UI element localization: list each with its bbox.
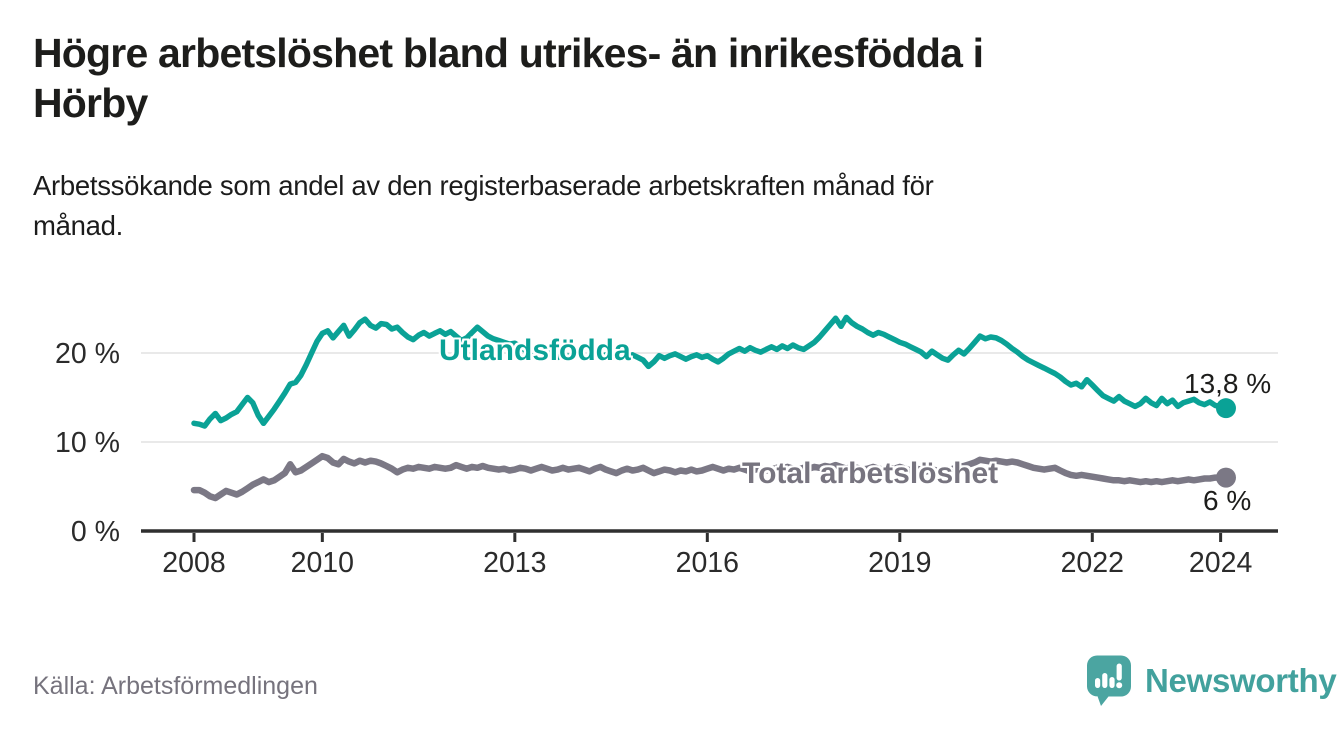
series-end-dot-0 bbox=[1215, 398, 1236, 419]
series-label-total-arbetsloshet: Total arbetslöshet bbox=[742, 457, 999, 490]
newsworthy-logo-icon bbox=[1087, 655, 1131, 706]
exclamation-bar bbox=[1116, 663, 1122, 681]
subtitle-line-1: Arbetssökande som andel av den registerb… bbox=[33, 170, 934, 201]
title-line-1: Högre arbetslöshet bland utrikes- än inr… bbox=[33, 30, 984, 76]
x-tick-label-2010: 2010 bbox=[291, 547, 354, 579]
bar-2 bbox=[1102, 673, 1108, 688]
source-attribution: Källa: Arbetsförmedlingen bbox=[33, 672, 318, 700]
page-title: Högre arbetslöshet bland utrikes- än inr… bbox=[33, 28, 1313, 128]
x-tick-label-2008: 2008 bbox=[162, 547, 225, 579]
end-value-label-total: 6 % bbox=[1203, 485, 1252, 516]
series-line-0 bbox=[191, 314, 1229, 429]
title-line-2: Hörby bbox=[33, 80, 148, 127]
bar-3 bbox=[1109, 677, 1115, 688]
series-label-utlandsfodda: Utlandsfödda bbox=[439, 334, 631, 367]
x-tick-label-2024: 2024 bbox=[1189, 547, 1253, 579]
x-tick-label-2016: 2016 bbox=[676, 547, 739, 579]
series-end-dot-1 bbox=[1215, 467, 1236, 488]
newsworthy-logo: Newsworthy bbox=[1086, 655, 1337, 707]
y-tick-label-0: 0 % bbox=[71, 516, 120, 548]
y-tick-label-20: 20 % bbox=[55, 338, 120, 370]
x-tick-label-2022: 2022 bbox=[1061, 547, 1124, 579]
y-tick-label-10: 10 % bbox=[55, 427, 120, 459]
exclamation-dot bbox=[1116, 682, 1123, 689]
speech-bubble-shape bbox=[1087, 655, 1131, 706]
chart-subtitle: Arbetssökande som andel av den registerb… bbox=[33, 166, 1253, 247]
bar-1 bbox=[1095, 678, 1101, 688]
x-tick-label-2019: 2019 bbox=[868, 547, 931, 579]
x-tick-label-2013: 2013 bbox=[483, 547, 546, 579]
newsworthy-logo-text: Newsworthy bbox=[1145, 662, 1337, 699]
end-value-label-utlandsfodda: 13,8 % bbox=[1184, 368, 1272, 399]
subtitle-line-2: månad. bbox=[33, 210, 123, 242]
series-line-1 bbox=[190, 452, 1230, 502]
